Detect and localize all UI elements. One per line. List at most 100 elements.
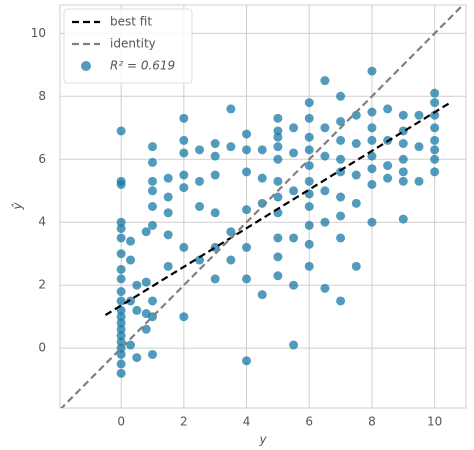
point — [430, 88, 440, 98]
point — [351, 139, 361, 149]
point — [336, 296, 346, 306]
point — [116, 126, 126, 136]
point — [195, 145, 205, 155]
point — [163, 261, 173, 271]
point — [257, 173, 267, 183]
point — [273, 252, 283, 262]
point — [273, 132, 283, 142]
y-tick-label: 4 — [38, 215, 46, 229]
point — [398, 167, 408, 177]
point — [141, 324, 151, 334]
point — [304, 202, 314, 211]
point — [210, 139, 220, 149]
point — [147, 176, 157, 186]
point — [430, 123, 440, 133]
point — [242, 145, 252, 155]
point — [242, 129, 252, 139]
point — [398, 154, 408, 164]
point — [116, 264, 126, 274]
point — [336, 154, 346, 164]
point — [147, 296, 157, 306]
point — [210, 151, 220, 161]
point — [179, 312, 189, 322]
point — [126, 255, 136, 265]
point — [116, 331, 126, 341]
point — [430, 135, 440, 145]
x-tick-label: 10 — [427, 415, 442, 429]
point — [116, 287, 126, 297]
point — [257, 290, 267, 300]
point — [179, 135, 189, 145]
point — [147, 202, 157, 211]
point — [367, 151, 377, 161]
point — [163, 230, 173, 240]
point — [163, 173, 173, 183]
point — [336, 192, 346, 202]
legend-swatch — [81, 61, 91, 71]
point — [242, 242, 252, 252]
point — [304, 161, 314, 171]
x-tick-label: 6 — [305, 415, 313, 429]
point — [195, 176, 205, 186]
point — [430, 110, 440, 120]
point — [367, 66, 377, 76]
point — [304, 239, 314, 249]
plot-layer — [60, 5, 465, 408]
point — [126, 340, 136, 350]
point — [367, 217, 377, 227]
point — [195, 202, 205, 211]
point — [116, 249, 126, 259]
legend: best fit identity R² = 0.619 — [63, 8, 193, 84]
point — [147, 186, 157, 196]
point — [116, 274, 126, 284]
legend-label: best fit — [110, 15, 152, 29]
point — [141, 227, 151, 237]
point — [304, 98, 314, 108]
point — [226, 142, 236, 152]
point — [116, 179, 126, 189]
legend-label: R² = 0.619 — [110, 59, 175, 73]
point — [289, 148, 299, 158]
line — [60, 5, 465, 408]
point — [179, 242, 189, 252]
point — [398, 214, 408, 224]
point — [351, 261, 361, 271]
y-tick-label: 6 — [38, 152, 46, 166]
point — [398, 110, 408, 120]
point — [383, 104, 393, 114]
point — [320, 283, 330, 293]
x-tick-label: 2 — [180, 415, 188, 429]
point — [383, 173, 393, 183]
point — [257, 145, 267, 155]
point — [336, 116, 346, 126]
point — [132, 305, 142, 315]
point — [179, 183, 189, 193]
x-tick-label: 8 — [368, 415, 376, 429]
point — [163, 208, 173, 218]
point — [116, 359, 126, 369]
point — [147, 142, 157, 152]
point — [430, 167, 440, 177]
point — [116, 312, 126, 322]
y-tick-label: 8 — [38, 89, 46, 103]
point — [289, 340, 299, 350]
point — [336, 135, 346, 145]
x-tick-label: 4 — [243, 415, 251, 429]
point — [320, 123, 330, 133]
point — [351, 110, 361, 120]
point — [273, 126, 283, 136]
point — [367, 179, 377, 189]
point — [226, 255, 236, 265]
point — [273, 233, 283, 243]
point — [179, 113, 189, 123]
point — [273, 113, 283, 123]
point — [242, 356, 252, 366]
point — [147, 220, 157, 230]
point — [210, 208, 220, 218]
point — [195, 255, 205, 265]
point — [304, 113, 314, 123]
point — [210, 170, 220, 180]
point — [273, 271, 283, 281]
point — [336, 211, 346, 221]
